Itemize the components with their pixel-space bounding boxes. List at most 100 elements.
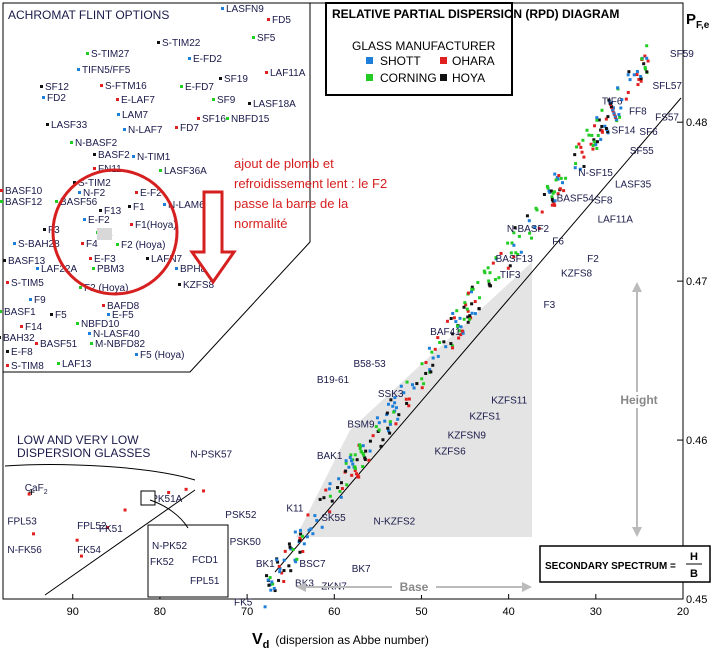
glass-point: [468, 314, 472, 318]
glass-point: [546, 186, 550, 190]
glass-point: [465, 307, 469, 311]
inset-point: [20, 325, 23, 328]
glass-point: [386, 429, 390, 433]
inset-glass-label: S-TIM27: [91, 49, 130, 60]
glass-point: [591, 147, 595, 151]
glass-point: [487, 282, 491, 286]
inset-point: [219, 77, 222, 80]
glass-point: [506, 266, 510, 270]
glass-point: [324, 488, 328, 492]
inset-point: [146, 257, 149, 260]
glass-point: [313, 514, 317, 518]
glass-point: [27, 492, 31, 496]
inset-glass-label: N-TIM1: [137, 152, 171, 163]
glass-point: [436, 336, 440, 340]
y-tick-label: 0.47: [686, 276, 707, 288]
inset-glass-label: N-F2: [83, 188, 106, 199]
glass-point: [270, 580, 274, 584]
glass-point: [514, 251, 518, 255]
svg-text:Height: Height: [620, 393, 657, 407]
glass-point: [595, 118, 599, 122]
inset-point: [197, 117, 200, 120]
glass-point: [397, 413, 401, 417]
glass-point: [564, 176, 568, 180]
y-tick-label: 0.46: [686, 435, 707, 447]
glass-point: [645, 44, 649, 48]
inset-point: [93, 167, 96, 170]
glass-point: [473, 300, 477, 304]
glass-point: [184, 487, 188, 491]
inset-glass-label: F2 (Hoya): [84, 283, 128, 294]
glass-point: [328, 494, 332, 498]
glass-point: [557, 174, 561, 178]
glass-point: [431, 363, 435, 367]
glass-point: [327, 487, 331, 491]
glass-point: [282, 558, 286, 562]
glass-label: F3: [544, 300, 556, 311]
glass-point: [600, 124, 604, 128]
glass-point: [459, 325, 463, 329]
inset-point: [0, 189, 3, 192]
glass-point: [415, 382, 419, 386]
glass-point: [291, 548, 295, 552]
glass-point: [433, 347, 437, 351]
inset-glass-label: N-LAM66: [168, 200, 211, 211]
inset-point: [135, 191, 138, 194]
glass-point: [450, 344, 454, 348]
glass-point: [422, 382, 426, 386]
glass-point: [553, 199, 557, 203]
glass-point: [294, 560, 298, 564]
x-tick-label: 60: [328, 606, 340, 618]
inset-point: [265, 71, 268, 74]
glass-point: [470, 290, 474, 294]
glass-point: [298, 539, 302, 543]
x-tick-label: 20: [677, 606, 689, 618]
glass-point: [611, 106, 615, 110]
glass-point: [458, 316, 462, 320]
inset-point: [175, 126, 178, 129]
glass-point: [347, 465, 351, 469]
glass-point: [268, 576, 272, 580]
glass-point: [581, 138, 585, 142]
glass-label: LASF35: [615, 179, 652, 190]
glass-label: KZFS11: [491, 396, 527, 407]
inset-point: [135, 353, 138, 356]
glass-point: [429, 370, 433, 374]
glass-point: [533, 225, 537, 229]
glass-point: [595, 116, 599, 120]
glass-point: [273, 589, 277, 593]
glass-point: [394, 406, 398, 410]
svg-text:SHOTT: SHOTT: [380, 54, 421, 68]
glass-point: [620, 98, 624, 102]
glass-point: [645, 56, 649, 60]
glass-label: B19-61: [317, 375, 350, 386]
glass-label: F6: [552, 237, 564, 248]
annotation-line-1: ajout de plomb et: [234, 156, 334, 171]
inset-glass-label: LAF22A: [41, 264, 77, 275]
glass-point: [394, 422, 398, 426]
glass-point: [626, 73, 630, 77]
inset-point: [116, 243, 119, 246]
glass-point: [579, 145, 583, 149]
glass-point: [356, 473, 360, 477]
glass-point: [392, 410, 396, 414]
glass-point: [457, 336, 461, 340]
glass-point: [550, 197, 554, 201]
glass-point: [388, 420, 392, 424]
glass-point: [276, 560, 280, 564]
glass-point: [318, 497, 322, 501]
inset-point: [86, 52, 89, 55]
glass-point: [299, 532, 303, 536]
glass-label: N-SF15: [578, 168, 613, 179]
red-highlight-circle: [51, 168, 179, 296]
inset-glass-label: PBM3: [97, 264, 125, 275]
glass-point: [309, 527, 313, 531]
inset-point: [76, 322, 79, 325]
inset-glass-label: S-TIM5: [11, 278, 44, 289]
glass-point: [637, 77, 641, 81]
low-dispersion-title-2: DISPERSION GLASSES: [17, 446, 150, 460]
inset-point: [132, 155, 135, 158]
glass-point: [513, 226, 517, 230]
glass-point: [277, 564, 281, 568]
glass-point: [493, 277, 497, 281]
